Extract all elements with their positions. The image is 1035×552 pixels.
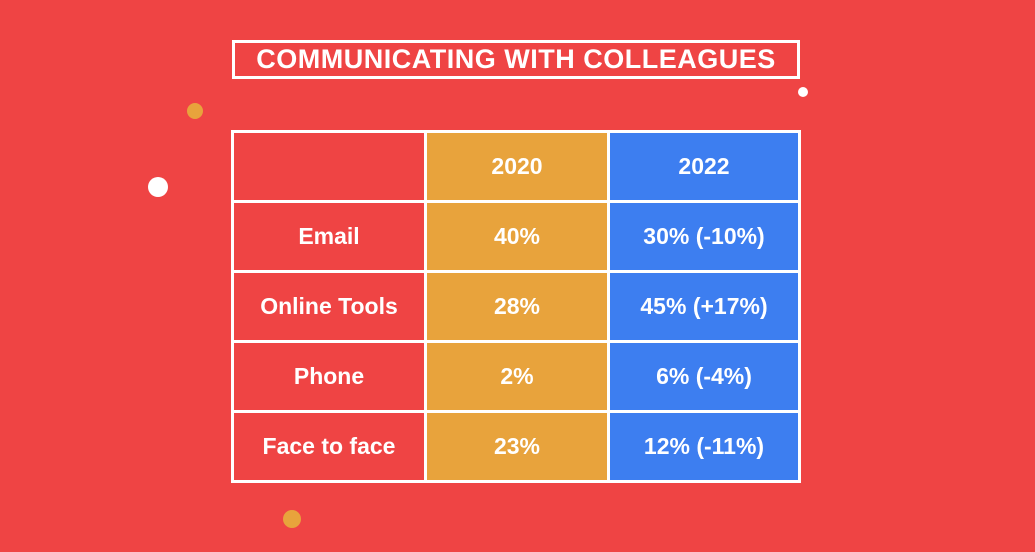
cell-phone-2020: 2% bbox=[427, 343, 607, 410]
row-label-phone: Phone bbox=[234, 343, 424, 410]
row-label-online-tools: Online Tools bbox=[234, 273, 424, 340]
decorative-dot-orange-bottom bbox=[283, 510, 301, 528]
comparison-table: 2020 2022 Email 40% 30% (-10%) Online To… bbox=[231, 130, 801, 483]
page-title: COMMUNICATING WITH COLLEAGUES bbox=[256, 44, 776, 74]
cell-online-tools-2020: 28% bbox=[427, 273, 607, 340]
decorative-dot-white-left bbox=[148, 177, 168, 197]
cell-email-2020: 40% bbox=[427, 203, 607, 270]
decorative-dot-orange-top bbox=[187, 103, 203, 119]
table-header-2020: 2020 bbox=[427, 133, 607, 200]
title-box: COMMUNICATING WITH COLLEAGUES bbox=[232, 40, 800, 79]
decorative-dot-white-title bbox=[798, 87, 808, 97]
table-header-2022: 2022 bbox=[610, 133, 798, 200]
cell-face-to-face-2022: 12% (-11%) bbox=[610, 413, 798, 480]
row-label-face-to-face: Face to face bbox=[234, 413, 424, 480]
row-label-email: Email bbox=[234, 203, 424, 270]
cell-email-2022: 30% (-10%) bbox=[610, 203, 798, 270]
cell-phone-2022: 6% (-4%) bbox=[610, 343, 798, 410]
cell-online-tools-2022: 45% (+17%) bbox=[610, 273, 798, 340]
table-header-empty bbox=[234, 133, 424, 200]
cell-face-to-face-2020: 23% bbox=[427, 413, 607, 480]
